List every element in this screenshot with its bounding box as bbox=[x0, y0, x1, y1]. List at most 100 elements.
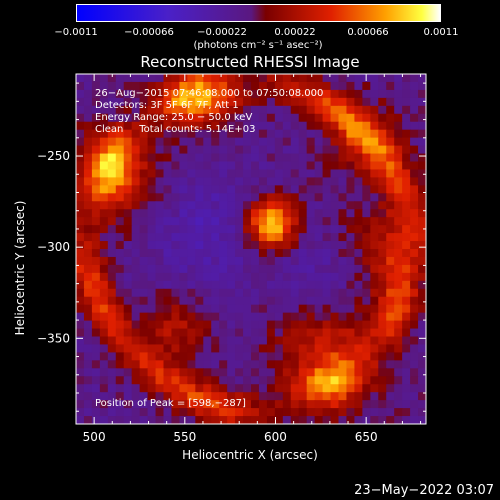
heatmap-cell bbox=[314, 121, 324, 131]
heatmap-cell bbox=[139, 296, 149, 306]
heatmap-cell bbox=[131, 185, 141, 194]
heatmap-cell bbox=[282, 312, 292, 322]
heatmap-cell bbox=[402, 161, 411, 171]
heatmap-cell bbox=[346, 225, 355, 234]
heatmap-cell bbox=[131, 113, 141, 123]
heatmap-cell bbox=[418, 145, 426, 155]
heatmap-cell bbox=[298, 320, 308, 330]
heatmap-cell bbox=[314, 185, 324, 194]
heatmap-cell bbox=[227, 360, 236, 369]
heatmap-cell bbox=[266, 209, 276, 218]
heatmap-cell bbox=[139, 97, 149, 107]
heatmap-cell bbox=[227, 352, 236, 361]
heatmap-cell bbox=[203, 81, 212, 91]
heatmap-cell bbox=[386, 320, 395, 330]
heatmap-cell bbox=[187, 153, 196, 163]
heatmap-cell bbox=[243, 288, 252, 298]
heatmap-cell bbox=[219, 296, 228, 306]
heatmap-cell bbox=[187, 169, 196, 178]
heatmap-cell bbox=[386, 336, 395, 346]
heatmap-cell bbox=[99, 249, 109, 258]
heatmap-cell bbox=[322, 161, 332, 171]
heatmap-cell bbox=[251, 241, 260, 250]
heatmap-cell bbox=[370, 74, 379, 83]
heatmap-cell bbox=[418, 272, 426, 282]
heatmap-cell bbox=[258, 185, 268, 194]
heatmap-cell bbox=[410, 272, 419, 282]
heatmap-cell bbox=[330, 169, 340, 178]
heatmap-cell bbox=[338, 137, 348, 147]
heatmap-cell bbox=[195, 177, 204, 186]
colorbar-tick-label: 0.00022 bbox=[274, 27, 316, 38]
heatmap-cell bbox=[354, 201, 363, 210]
heatmap-cell bbox=[298, 288, 308, 298]
heatmap-cell bbox=[282, 320, 292, 330]
heatmap-cell bbox=[76, 376, 85, 385]
heatmap-cell bbox=[76, 169, 85, 178]
heatmap-cell bbox=[251, 408, 260, 417]
heatmap-cell bbox=[99, 416, 109, 424]
heatmap-cell bbox=[235, 264, 244, 274]
heatmap-cell bbox=[163, 137, 173, 147]
heatmap-cell bbox=[219, 280, 228, 290]
heatmap-cell bbox=[91, 312, 101, 322]
heatmap-cell bbox=[83, 320, 93, 330]
heatmap-cell bbox=[171, 129, 180, 139]
heatmap-cell bbox=[314, 352, 324, 361]
heatmap-cell bbox=[243, 344, 252, 353]
heatmap-cell bbox=[346, 153, 355, 163]
heatmap-cell bbox=[322, 233, 332, 242]
heatmap-cell bbox=[362, 368, 371, 377]
heatmap-cell bbox=[258, 384, 268, 393]
heatmap-cell bbox=[219, 129, 228, 139]
heatmap-cell bbox=[338, 288, 348, 298]
heatmap-cell bbox=[322, 201, 332, 210]
heatmap-cell bbox=[187, 264, 196, 274]
heatmap-cell bbox=[290, 368, 300, 377]
heatmap-cell bbox=[123, 288, 133, 298]
heatmap-cell bbox=[306, 161, 316, 171]
heatmap-cell bbox=[322, 368, 332, 377]
heatmap-cell bbox=[418, 97, 426, 107]
heatmap-cell bbox=[282, 249, 292, 258]
heatmap-cell bbox=[187, 161, 196, 171]
heatmap-cell bbox=[298, 169, 308, 178]
heatmap-cell bbox=[330, 209, 340, 218]
heatmap-cell bbox=[131, 145, 141, 155]
heatmap-cell bbox=[123, 328, 133, 338]
heatmap-cell bbox=[83, 113, 93, 123]
heatmap-cell bbox=[322, 296, 332, 306]
heatmap-cell bbox=[203, 113, 212, 123]
heatmap-cell bbox=[338, 368, 348, 377]
heatmap-cell bbox=[386, 264, 395, 274]
heatmap-cell bbox=[123, 320, 133, 330]
heatmap-cell bbox=[266, 113, 276, 123]
heatmap-cell bbox=[243, 280, 252, 290]
heatmap-cell bbox=[147, 312, 157, 322]
heatmap-cell bbox=[163, 113, 173, 123]
heatmap-cell bbox=[346, 209, 355, 218]
heatmap-cell bbox=[115, 137, 125, 147]
heatmap-cell bbox=[322, 137, 332, 147]
heatmap-cell bbox=[115, 74, 125, 83]
heatmap-cell bbox=[322, 360, 332, 369]
heatmap-cell bbox=[187, 288, 196, 298]
heatmap-cell bbox=[155, 161, 165, 171]
heatmap-cell bbox=[76, 177, 85, 186]
heatmap-cell bbox=[266, 304, 276, 314]
heatmap-cell bbox=[322, 384, 332, 393]
heatmap-cell bbox=[330, 272, 340, 282]
heatmap-cell bbox=[314, 177, 324, 186]
heatmap-cell bbox=[274, 193, 284, 202]
heatmap-cell bbox=[179, 328, 188, 338]
heatmap-cell bbox=[274, 217, 284, 226]
heatmap-cell bbox=[322, 153, 332, 163]
heatmap-cell bbox=[418, 121, 426, 131]
heatmap-cell bbox=[338, 145, 348, 155]
heatmap-cell bbox=[306, 304, 316, 314]
heatmap-cell bbox=[282, 264, 292, 274]
heatmap-cell bbox=[211, 217, 220, 226]
heatmap-cell bbox=[418, 328, 426, 338]
heatmap-cell bbox=[115, 177, 125, 186]
heatmap-cell bbox=[179, 81, 188, 91]
